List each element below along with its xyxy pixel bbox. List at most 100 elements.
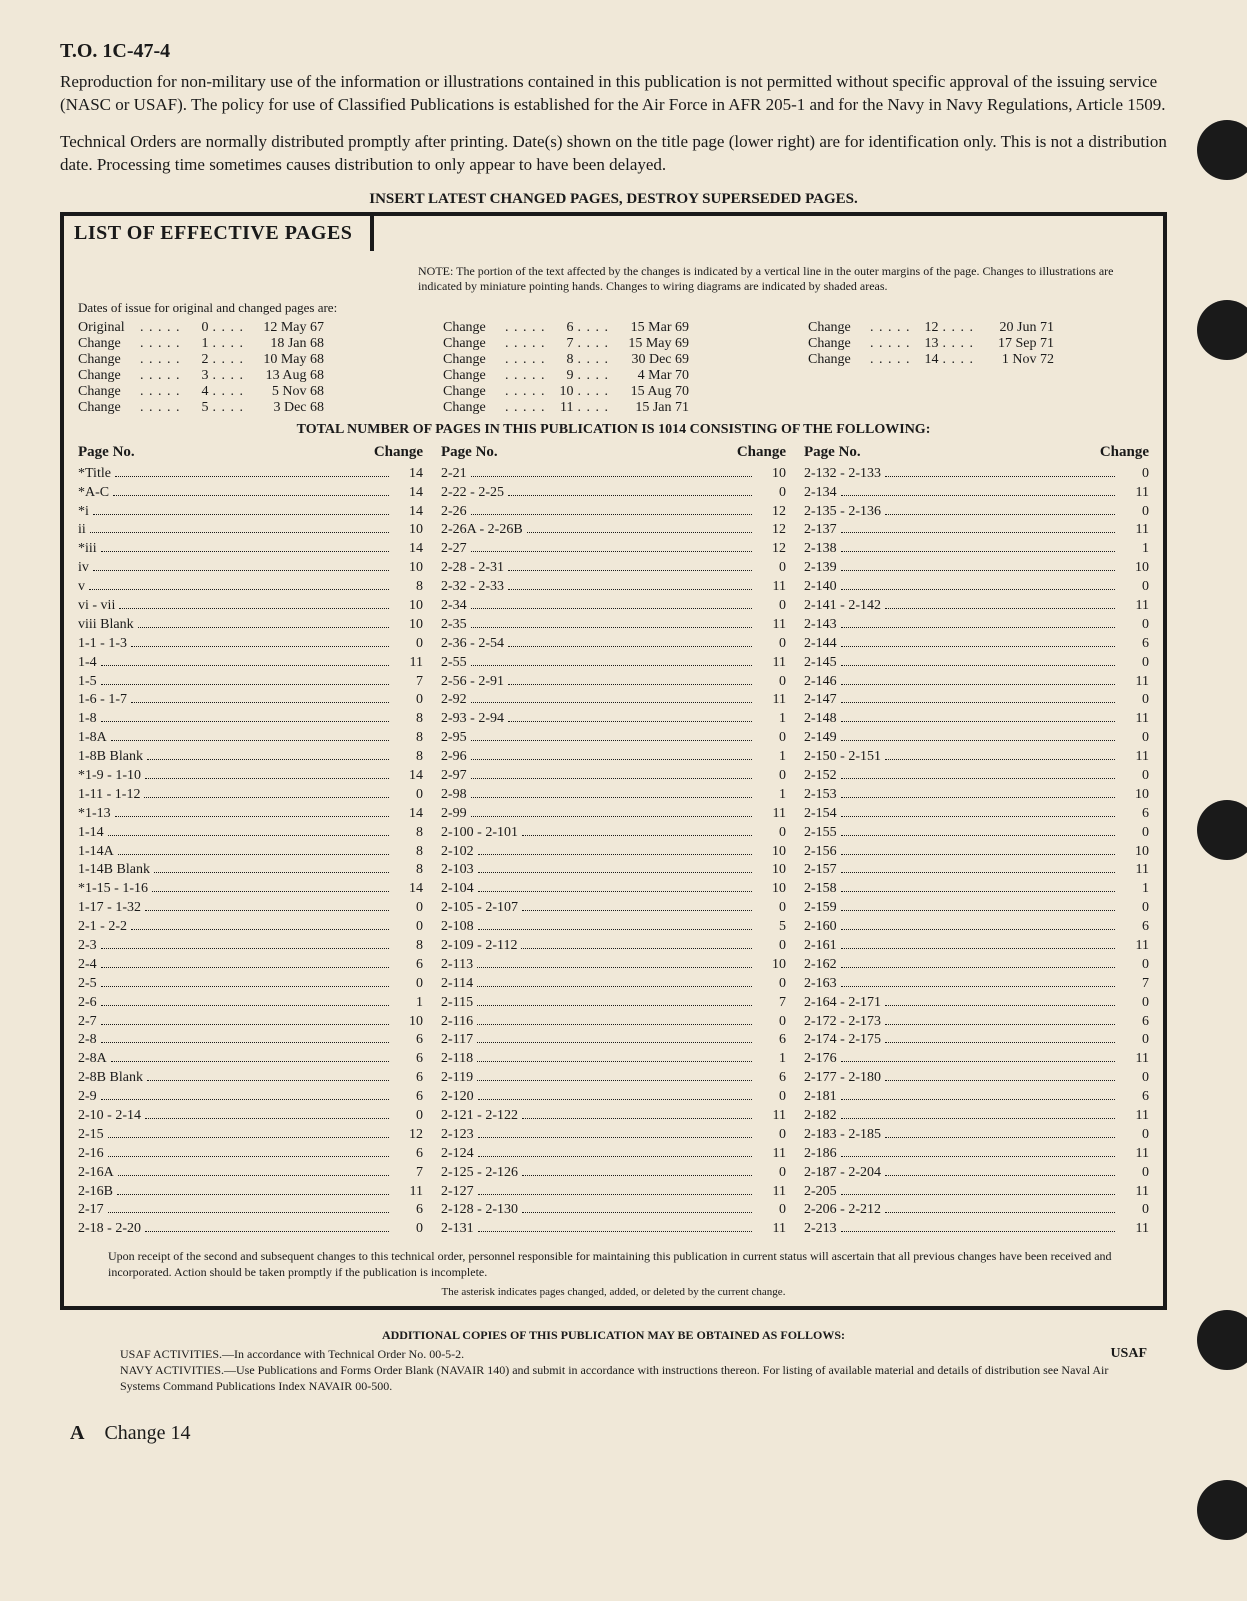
- distribution-paragraph: Technical Orders are normally distribute…: [60, 131, 1167, 177]
- page-change: 6: [1119, 1013, 1149, 1032]
- leader-dots: [118, 1175, 389, 1176]
- page-change: 0: [756, 635, 786, 654]
- change-date-row: Change . . . . . 7 . . . . 15 May 69: [443, 336, 784, 352]
- leader-dots: [522, 835, 752, 836]
- page-row: *Title14: [78, 465, 423, 484]
- leader-dots: [471, 740, 752, 741]
- header-change: Change: [726, 444, 786, 461]
- section-marker: A: [70, 1422, 84, 1444]
- binder-hole: [1197, 1310, 1247, 1370]
- leader-dots: [101, 665, 389, 666]
- leader-dots: [101, 684, 389, 685]
- leader-dots: [508, 495, 752, 496]
- page-row: 2-21311: [804, 1220, 1149, 1239]
- page-change: 0: [756, 824, 786, 843]
- page-row: *1-9 - 1-1014: [78, 767, 423, 786]
- page-number: 2-119: [441, 1069, 473, 1088]
- page-change: 0: [756, 1126, 786, 1145]
- page-change: 11: [756, 1220, 786, 1239]
- leader-dots: [841, 570, 1115, 571]
- change-date: 15 Aug 70: [609, 384, 689, 400]
- leader-dots: . . . . .: [140, 400, 181, 416]
- change-label: Change: [443, 384, 505, 400]
- change-date: 4 Mar 70: [609, 368, 689, 384]
- page-number: 2-146: [804, 673, 837, 692]
- leader-dots: [841, 589, 1115, 590]
- pages-column: Page No.Change2-21102-22 - 2-2502-26122-…: [441, 444, 786, 1240]
- page-number: 2-97: [441, 767, 467, 786]
- effective-pages-grid: Page No.Change*Title14*A-C14*i14ii10*iii…: [78, 444, 1149, 1240]
- leader-dots: [108, 835, 389, 836]
- page-change: 0: [756, 673, 786, 692]
- page-row: 2-1176: [441, 1031, 786, 1050]
- leader-dots: [471, 759, 752, 760]
- page-change: 6: [393, 1069, 423, 1088]
- page-change: 1: [756, 1050, 786, 1069]
- page-number: 2-27: [441, 540, 467, 559]
- page-change: 0: [393, 786, 423, 805]
- page-change: 11: [756, 805, 786, 824]
- leader-dots: . . . . .: [140, 384, 181, 400]
- page-row: 2-164 - 2-1710: [804, 994, 1149, 1013]
- page-change: 11: [756, 691, 786, 710]
- page-row: 2-14611: [804, 673, 1149, 692]
- page-change: 12: [756, 503, 786, 522]
- page-number: 2-10 - 2-14: [78, 1107, 141, 1126]
- page-change: 0: [1119, 767, 1149, 786]
- page-number: *1-9 - 1-10: [78, 767, 141, 786]
- page-row: 2-1816: [804, 1088, 1149, 1107]
- page-row: 2-125 - 2-1260: [441, 1164, 786, 1183]
- page-change: 10: [756, 861, 786, 880]
- leader-dots: [471, 797, 752, 798]
- leader-dots: . . . . .: [140, 352, 181, 368]
- page-change: 10: [393, 1013, 423, 1032]
- page-row: 2-9211: [441, 691, 786, 710]
- leader-dots: [885, 608, 1115, 609]
- leader-dots: [841, 1061, 1115, 1062]
- page-number: 2-138: [804, 540, 837, 559]
- page-number: 2-155: [804, 824, 837, 843]
- page-number: 2-55: [441, 654, 467, 673]
- leader-dots: [471, 778, 752, 779]
- page-change: 6: [393, 1088, 423, 1107]
- page-change: 0: [1119, 1031, 1149, 1050]
- page-number: 2-32 - 2-33: [441, 578, 504, 597]
- page-change: 11: [756, 654, 786, 673]
- page-change: 7: [756, 994, 786, 1013]
- page-row: 2-55 11: [441, 654, 786, 673]
- change-date-row: Change . . . . . 14 . . . . 1 Nov 72: [808, 352, 1149, 368]
- page-row: 2-28 - 2-310: [441, 559, 786, 578]
- change-date-row: Change . . . . . 3 . . . . 13 Aug 68: [78, 368, 419, 384]
- note-text: The portion of the text affected by the …: [418, 264, 1113, 293]
- page-change: 10: [1119, 843, 1149, 862]
- leader-dots: [508, 646, 752, 647]
- leader-dots: [478, 1137, 752, 1138]
- page-change: 0: [756, 1164, 786, 1183]
- page-row: 2-36 - 2-540: [441, 635, 786, 654]
- leader-dots: . . . .: [213, 352, 245, 368]
- leader-dots: [111, 1061, 389, 1062]
- page-change: 8: [393, 937, 423, 956]
- change-number: 10: [546, 384, 578, 400]
- page-number: 2-150 - 2-151: [804, 748, 881, 767]
- page-number: 1-8A: [78, 729, 107, 748]
- page-number: *iii: [78, 540, 97, 559]
- leader-dots: [885, 1005, 1115, 1006]
- leader-dots: [522, 1175, 752, 1176]
- page-row: 1-1 - 1-30: [78, 635, 423, 654]
- change-date-row: Change . . . . . 4 . . . . 5 Nov 68: [78, 384, 419, 400]
- page-change: 14: [393, 503, 423, 522]
- leader-dots: [101, 1099, 389, 1100]
- change-label: Change: [443, 352, 505, 368]
- page-row: 2-183 - 2-1850: [804, 1126, 1149, 1145]
- page-number: *Title: [78, 465, 111, 484]
- page-number: 2-3: [78, 937, 97, 956]
- page-change: 0: [393, 691, 423, 710]
- change-date-row: Change . . . . . 8 . . . . 30 Dec 69: [443, 352, 784, 368]
- leader-dots: . . . .: [943, 320, 975, 336]
- page-change: 10: [756, 465, 786, 484]
- page-number: 2-164 - 2-171: [804, 994, 881, 1013]
- leader-dots: [152, 891, 389, 892]
- page-number: 2-118: [441, 1050, 473, 1069]
- leader-dots: [115, 816, 389, 817]
